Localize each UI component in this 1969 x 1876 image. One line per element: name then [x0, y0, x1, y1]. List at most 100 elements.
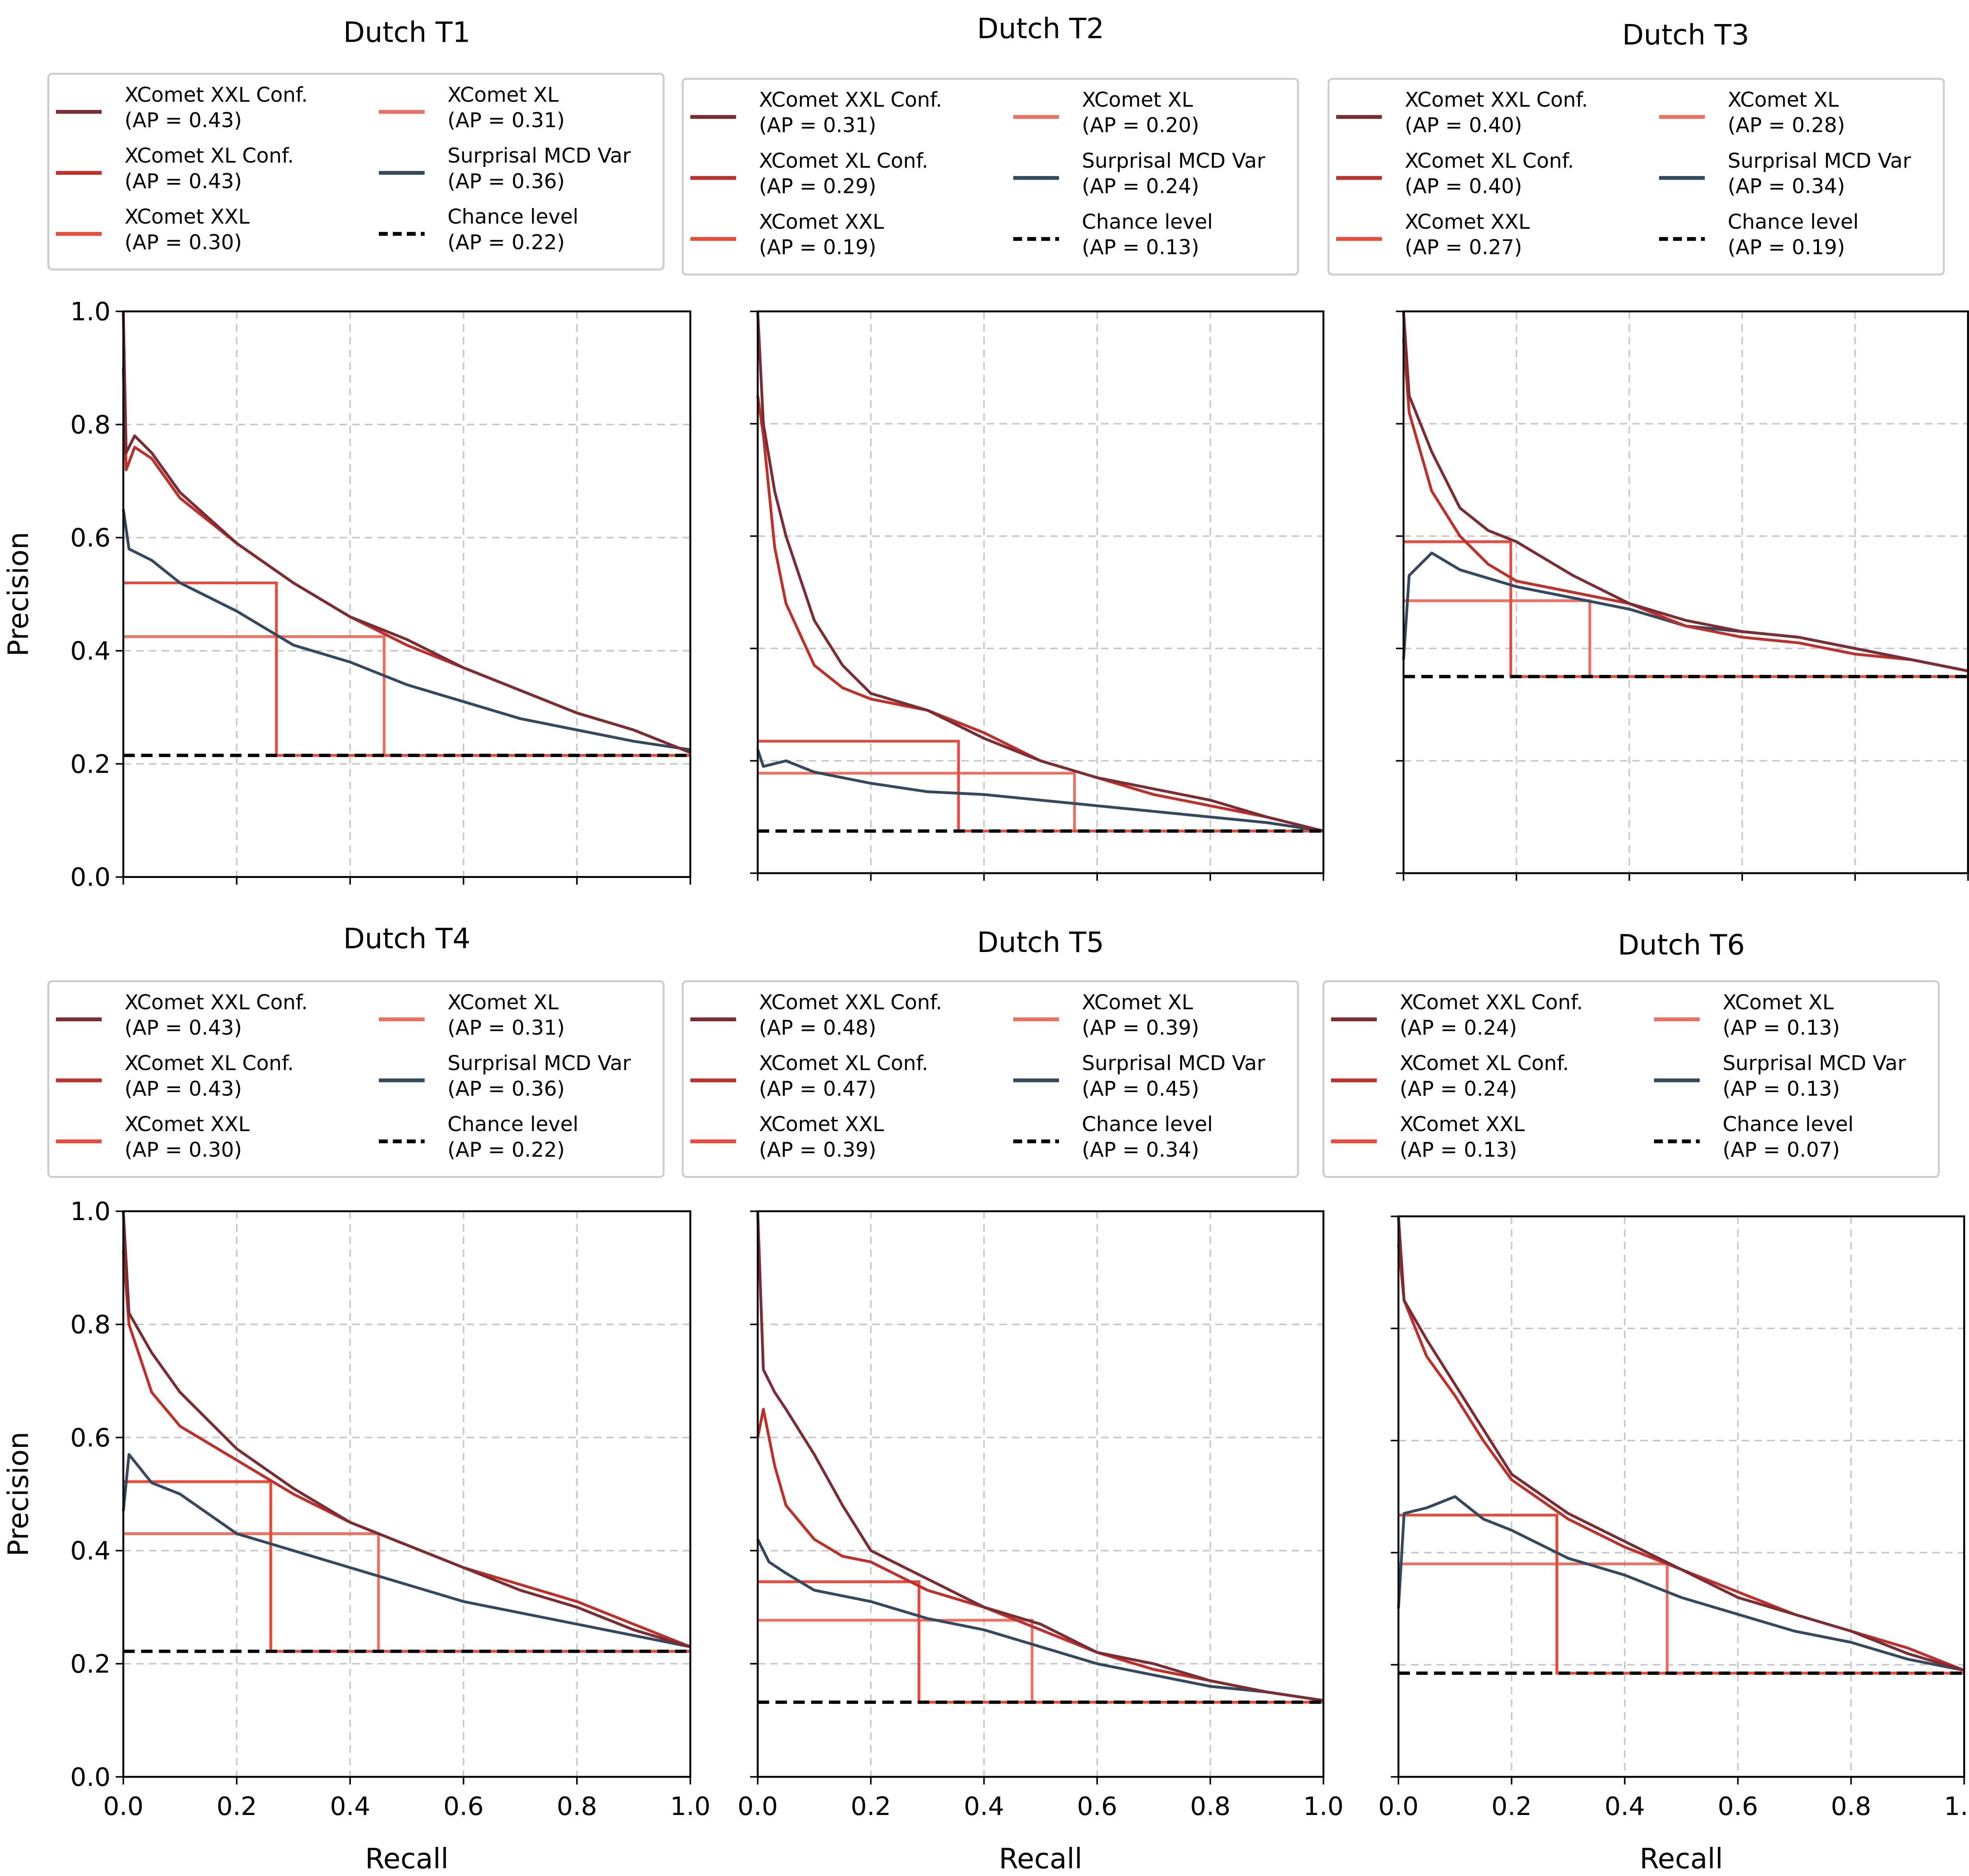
legend-ap: (AP = 0.22) — [447, 1138, 565, 1162]
series-xcomet-xxl-conf — [1397, 1216, 1965, 1672]
legend-item: XComet XL(AP = 0.39) — [1013, 991, 1199, 1040]
legend-ap: (AP = 0.34) — [1728, 175, 1845, 198]
legend-frame — [47, 72, 665, 270]
series-xcomet-xxl — [123, 1480, 690, 1653]
legend-label: XComet XXL — [124, 1113, 250, 1136]
legend-ap: (AP = 0.24) — [1400, 1016, 1517, 1040]
series-xcomet-xl — [123, 635, 690, 757]
legend-ap: (AP = 0.43) — [124, 170, 242, 193]
legend-ap: (AP = 0.36) — [447, 1077, 565, 1101]
legend: XComet XXL Conf.(AP = 0.40)XComet XL Con… — [1327, 78, 1945, 276]
legend-label: Surprisal MCD Var — [447, 144, 631, 168]
x-tick-label: 0.2 — [851, 1792, 891, 1821]
legend: XComet XXL Conf.(AP = 0.31) XComet XL Con… — [682, 78, 1299, 276]
legend-item: Surprisal MCD Var(AP = 0.24) — [1013, 149, 1265, 198]
legend-item: XComet XXL(AP = 0.27) — [1336, 210, 1530, 259]
x-tick-label: 0.6 — [443, 1792, 484, 1821]
y-tick-label: 0.2 — [70, 750, 111, 779]
series-surprisal-mcd-var — [122, 509, 691, 751]
legend-label: XComet XL Conf. — [1400, 1052, 1569, 1075]
legend-label: XComet XXL — [1400, 1113, 1525, 1136]
legend-label: Chance level — [1082, 1113, 1213, 1136]
legend-label: XComet XL — [1082, 991, 1193, 1014]
x-tick-label: 1.0 — [1944, 1792, 1969, 1821]
legend-label: Chance level — [447, 1113, 578, 1136]
legend-ap: (AP = 0.40) — [1405, 175, 1522, 198]
legend: XComet XXL Conf.(AP = 0.24) XComet XL Con… — [1322, 980, 1940, 1178]
axes-frame — [122, 1210, 692, 1778]
legend-ap: (AP = 0.13) — [1722, 1077, 1840, 1101]
y-axis-label: Precision — [2, 1432, 35, 1556]
subplot-title: Dutch T5 — [977, 926, 1104, 959]
series-xcomet-xxl-conf — [1402, 311, 1969, 672]
legend-ap: (AP = 0.43) — [124, 109, 242, 132]
legend-ap: (AP = 0.43) — [124, 1077, 242, 1101]
y-tick-label: 0.8 — [70, 1310, 111, 1340]
legend-frame — [682, 980, 1299, 1178]
legend-frame — [1322, 980, 1940, 1178]
legend-label: XComet XXL Conf. — [759, 991, 942, 1014]
subplot-title: Dutch T1 — [343, 16, 471, 49]
legend-frame — [682, 78, 1299, 276]
series-xcomet-xxl-conf — [122, 311, 691, 754]
legend-item: Chance level(AP = 0.34) — [1013, 1113, 1213, 1162]
series-surprisal-mcd-var — [1397, 1495, 1965, 1672]
series-xcomet-xl-conf — [756, 1407, 1324, 1702]
legend-ap: (AP = 0.29) — [759, 175, 876, 198]
x-tick-label: 0.0 — [103, 1792, 144, 1821]
legend-label: XComet XXL — [759, 210, 884, 234]
legend-item: XComet XXL(AP = 0.30) — [56, 205, 250, 254]
legend-item: XComet XXL Conf.(AP = 0.40) — [1336, 88, 1588, 137]
legend-item: Chance level(AP = 0.19) — [1659, 210, 1859, 259]
x-axis-label: Recall — [365, 1843, 449, 1875]
y-tick-label: 0.2 — [70, 1649, 111, 1679]
legend-item: XComet XL Conf.(AP = 0.24) — [1331, 1052, 1569, 1101]
legend-label: XComet XXL — [759, 1113, 884, 1136]
legend-ap: (AP = 0.31) — [447, 1016, 565, 1040]
legend-item: XComet XXL Conf.(AP = 0.48) — [690, 991, 942, 1040]
x-tick-label: 1.0 — [1303, 1792, 1344, 1821]
legend-item: XComet XXL Conf.(AP = 0.31) — [690, 88, 942, 137]
series-xcomet-xxl-conf — [756, 311, 1324, 833]
y-tick-label: 0.0 — [70, 1763, 111, 1792]
legend-item: XComet XXL(AP = 0.19) — [690, 210, 884, 259]
legend-frame — [47, 980, 665, 1178]
x-tick-label: 0.2 — [217, 1792, 257, 1821]
x-tick-label: 0.8 — [557, 1792, 597, 1821]
y-tick-label: 0.0 — [70, 863, 111, 892]
legend-label: Chance level — [1082, 210, 1213, 234]
legend-item: XComet XL Conf.(AP = 0.47) — [690, 1052, 928, 1101]
y-tick-label: 0.6 — [70, 523, 111, 553]
legend: XComet XXL Conf.(AP = 0.43)XComet XL Con… — [47, 72, 665, 270]
series-surprisal-mcd-var — [756, 1539, 1324, 1702]
y-tick-label: 1.0 — [70, 1197, 111, 1226]
legend-ap: (AP = 0.31) — [759, 114, 876, 137]
legend-label: Surprisal MCD Var — [1722, 1052, 1906, 1075]
legend-frame — [1327, 78, 1945, 276]
series-xcomet-xxl — [758, 1580, 1324, 1704]
x-tick-label: 0.0 — [738, 1792, 778, 1821]
legend-ap: (AP = 0.13) — [1722, 1016, 1840, 1040]
legend-label: XComet XL — [447, 991, 558, 1014]
series-surprisal-mcd-var — [756, 749, 1324, 833]
series-xcomet-xl-conf — [122, 1250, 691, 1648]
legend-label: XComet XL — [447, 83, 558, 107]
legend-item: XComet XXL Conf.(AP = 0.24) — [1331, 991, 1583, 1040]
legend-item: Surprisal MCD Var(AP = 0.13) — [1654, 1052, 1906, 1101]
legend-ap: (AP = 0.24) — [1400, 1077, 1517, 1101]
legend-item: XComet XL(AP = 0.13) — [1654, 991, 1840, 1040]
legend-ap: (AP = 0.13) — [1400, 1138, 1517, 1162]
legend-ap: (AP = 0.28) — [1728, 114, 1845, 137]
legend-ap: (AP = 0.20) — [1082, 114, 1199, 137]
legend-label: XComet XL Conf. — [759, 149, 928, 173]
legend-item: XComet XL Conf.(AP = 0.43) — [56, 1052, 294, 1101]
legend-item: Surprisal MCD Var(AP = 0.34) — [1659, 149, 1911, 198]
legend-label: XComet XL Conf. — [124, 1052, 294, 1075]
legend-ap: (AP = 0.19) — [1728, 236, 1845, 259]
legend-ap: (AP = 0.24) — [1082, 175, 1199, 198]
series-xcomet-xl-conf — [756, 395, 1324, 833]
legend-ap: (AP = 0.43) — [124, 1016, 242, 1040]
